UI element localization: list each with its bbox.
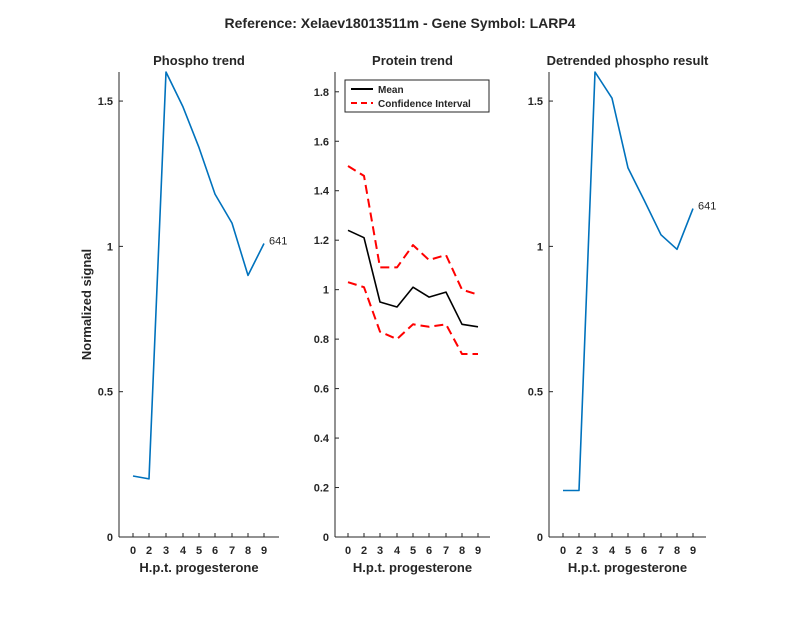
- x-tick-label: 8: [674, 545, 680, 557]
- x-tick-label: 8: [245, 545, 251, 557]
- x-tick-label: 6: [426, 545, 432, 557]
- x-tick-label: 4: [394, 545, 401, 557]
- y-tick-label: 1.4: [314, 186, 330, 198]
- x-tick-label: 2: [576, 545, 582, 557]
- y-tick-label: 0.4: [314, 433, 330, 445]
- y-tick-label: 1: [537, 241, 543, 253]
- x-tick-label: 3: [163, 545, 169, 557]
- y-tick-label: 1.6: [314, 136, 329, 148]
- x-tick-label: 3: [592, 545, 598, 557]
- x-tick-label: 0: [560, 545, 566, 557]
- x-tick-label: 9: [475, 545, 481, 557]
- y-tick-label: 0.5: [98, 387, 113, 399]
- y-tick-label: 1.8: [314, 87, 329, 99]
- x-tick-label: 7: [658, 545, 664, 557]
- y-tick-label: 0: [107, 532, 113, 544]
- series-line-1: [563, 71, 694, 492]
- x-tick-label: 0: [130, 545, 136, 557]
- x-axis-label: H.p.t. progesterone: [568, 560, 687, 575]
- x-axis-label: H.p.t. progesterone: [139, 560, 258, 575]
- y-tick-label: 0.8: [314, 334, 329, 346]
- legend-box: [344, 79, 490, 113]
- x-tick-label: 8: [459, 545, 465, 557]
- y-tick-label: 0.6: [314, 384, 329, 396]
- y-axis-label: Normalized signal: [79, 249, 94, 360]
- y-tick-label: 0.5: [528, 387, 543, 399]
- x-tick-label: 4: [180, 545, 187, 557]
- x-tick-label: 5: [410, 545, 416, 557]
- series-line-3: [347, 281, 478, 355]
- legend-label: Mean: [378, 85, 404, 96]
- x-axis-label: H.p.t. progesterone: [353, 560, 472, 575]
- y-tick-label: 1.5: [98, 96, 113, 108]
- panel-title: Detrended phospho result: [547, 53, 709, 68]
- x-tick-label: 7: [229, 545, 235, 557]
- y-tick-label: 0: [537, 532, 543, 544]
- legend: Mean Confidence Interval: [344, 79, 490, 113]
- x-tick-label: 5: [196, 545, 202, 557]
- x-tick-label: 2: [146, 545, 152, 557]
- panel-title: Protein trend: [372, 53, 453, 68]
- series-end-label: 641: [269, 235, 287, 247]
- series-line-1: [132, 71, 265, 480]
- series-line-2: [347, 165, 479, 296]
- x-tick-label: 7: [443, 545, 449, 557]
- x-tick-label: 6: [641, 545, 647, 557]
- x-tick-label: 6: [212, 545, 218, 557]
- y-tick-label: 1: [107, 241, 113, 253]
- x-tick-label: 4: [609, 545, 616, 557]
- y-tick-label: 1: [323, 285, 329, 297]
- legend-label: Confidence Interval: [378, 99, 471, 110]
- x-tick-label: 0: [345, 545, 351, 557]
- x-tick-label: 9: [690, 545, 696, 557]
- x-tick-label: 2: [361, 545, 367, 557]
- x-tick-label: 9: [261, 545, 267, 557]
- series-end-label: 641: [698, 201, 716, 213]
- panel-2: Protein trend 0 0.2 0.4 0.6 0.8 1 1.2 1.4 1.6 1.8 0…: [314, 53, 490, 575]
- y-tick-label: 1.2: [314, 235, 329, 247]
- y-tick-label: 0: [323, 532, 329, 544]
- panel-title: Phospho trend: [153, 53, 245, 68]
- figure-suptitle: Reference: Xelaev18013511m - Gene Symbol…: [225, 15, 576, 31]
- y-tick-label: 1.5: [528, 96, 543, 108]
- series-line-1: [347, 229, 479, 328]
- x-tick-label: 5: [625, 545, 631, 557]
- y-tick-label: 0.2: [314, 483, 329, 495]
- x-tick-label: 3: [377, 545, 383, 557]
